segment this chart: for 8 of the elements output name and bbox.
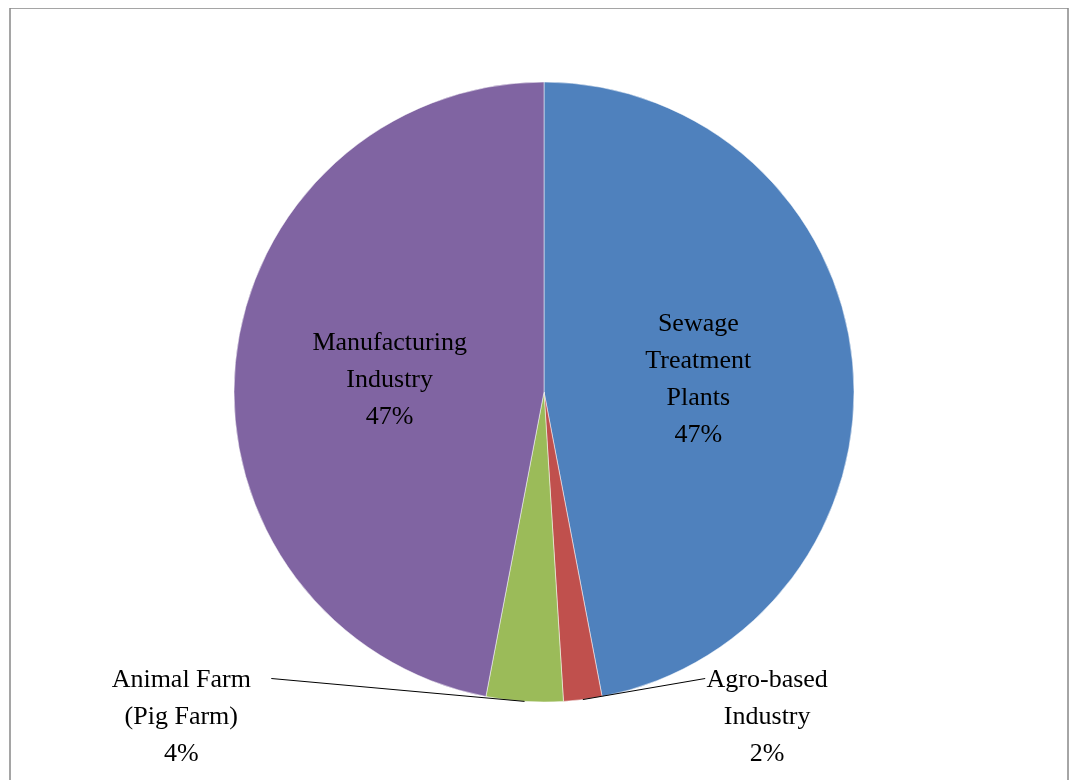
slice-label: Agro-based Industry	[706, 663, 828, 730]
slice-label: Manufacturing Industry	[312, 326, 467, 393]
data-label: 2%	[749, 737, 785, 767]
slice-label: Animal Farm (Pig Farm)	[111, 663, 251, 730]
data-label: 47%	[365, 400, 414, 430]
data-label: 47%	[674, 419, 723, 449]
slice-label: Sewage Treatment Plants	[645, 308, 753, 412]
data-label: 4%	[163, 737, 199, 767]
